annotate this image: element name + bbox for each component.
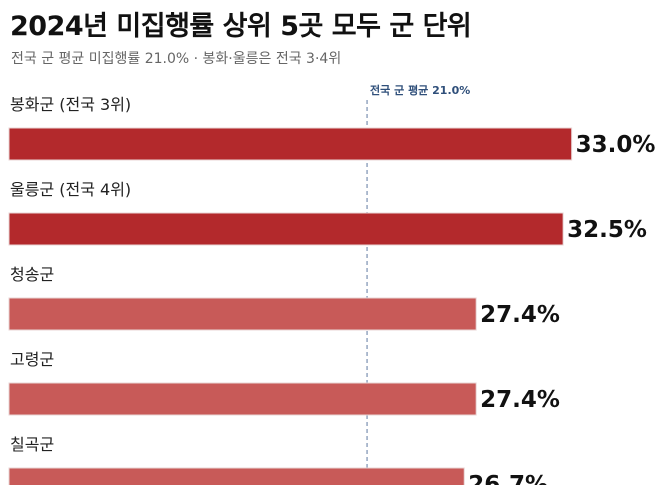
bar-value-label: 33.0% [576, 132, 656, 158]
category-label: 봉화군 (전국 3위) [10, 95, 131, 114]
bar-value-label: 26.7% [468, 472, 548, 485]
bar [8, 382, 477, 416]
bar [8, 127, 573, 161]
bar [8, 297, 477, 331]
bar-value-label: 27.4% [480, 302, 560, 328]
chart-subtitle: 전국 군 평균 미집행률 21.0% · 봉화·울릉은 전국 3·4위 [11, 51, 342, 67]
bar [8, 212, 564, 246]
chart-title: 2024년 미집행률 상위 5곳 모두 군 단위 [10, 11, 472, 42]
category-label: 울릉군 (전국 4위) [10, 180, 131, 199]
bar-value-label: 32.5% [567, 217, 647, 243]
category-label: 청송군 [10, 265, 54, 284]
category-label: 고령군 [10, 350, 54, 369]
bar [8, 467, 465, 485]
bar-value-label: 27.4% [480, 387, 560, 413]
average-reference-label: 전국 군 평균 21.0% [370, 83, 470, 97]
category-label: 칠곡군 [10, 435, 54, 454]
